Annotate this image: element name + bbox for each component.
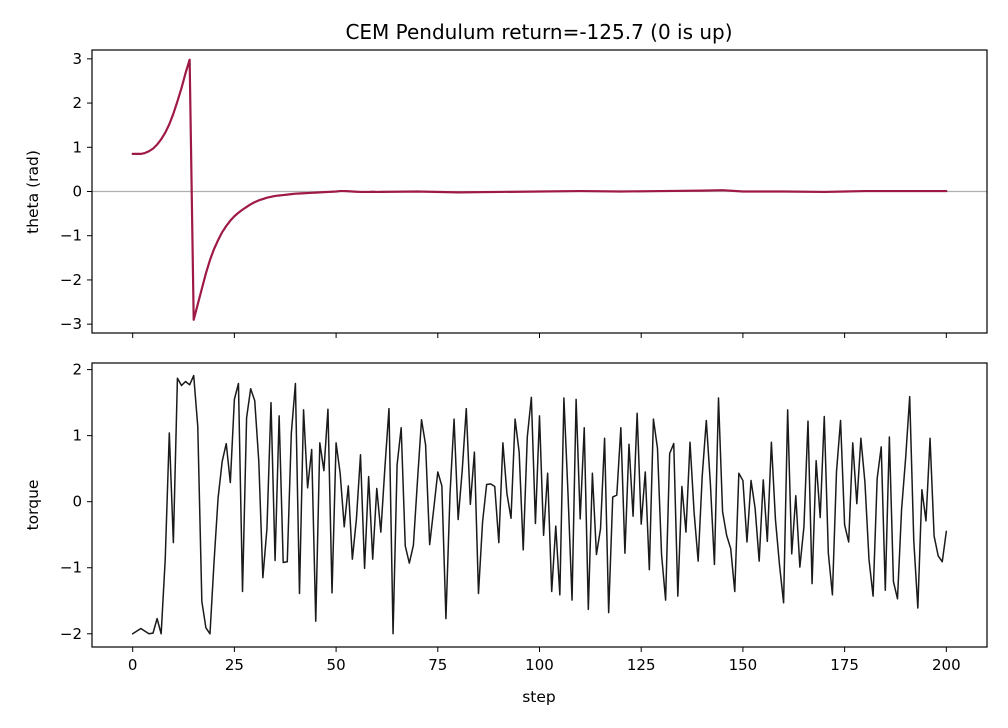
torque-series-line (131, 374, 948, 635)
torque-ytick-label: −1 (60, 559, 82, 577)
torque-xtick-label: 100 (525, 656, 554, 674)
torque-axes-frame (91, 362, 988, 648)
torque-axis-label: torque (24, 480, 42, 531)
torque-ytick-label: 1 (72, 427, 82, 445)
chart-title: CEM Pendulum return=-125.7 (0 is up) (345, 20, 732, 44)
theta-ytick-label: 0 (72, 183, 82, 201)
torque-xtick-label: 200 (932, 656, 961, 674)
theta-series-line (131, 58, 948, 321)
theta-ytick-label: 1 (72, 138, 82, 156)
theta-ytick-label: −1 (60, 227, 82, 245)
theta-ytick-label: −2 (60, 271, 82, 289)
theta-panel: −3 −2 −1 0 1 2 3 (60, 49, 988, 338)
theta-axis-label: theta (rad) (24, 150, 42, 234)
torque-ytick-label: 0 (72, 493, 82, 511)
torque-xtick-label: 25 (225, 656, 244, 674)
torque-xtick-label: 75 (428, 656, 447, 674)
torque-xtick-label: 50 (327, 656, 346, 674)
step-axis-label: step (522, 688, 556, 706)
torque-xtick-label: 175 (830, 656, 859, 674)
torque-ytick-label: 2 (72, 361, 82, 379)
theta-ytick-label: −3 (60, 315, 82, 333)
torque-xtick-label: 150 (729, 656, 758, 674)
torque-panel: −2 −1 0 1 2 0 25 50 75 100 125 150 175 200 (60, 361, 988, 674)
torque-ytick-label: −2 (60, 625, 82, 643)
torque-xtick-label: 0 (128, 656, 138, 674)
theta-ytick-label: 3 (72, 50, 82, 68)
theta-ytick-label: 2 (72, 94, 82, 112)
torque-xtick-label: 125 (627, 656, 656, 674)
